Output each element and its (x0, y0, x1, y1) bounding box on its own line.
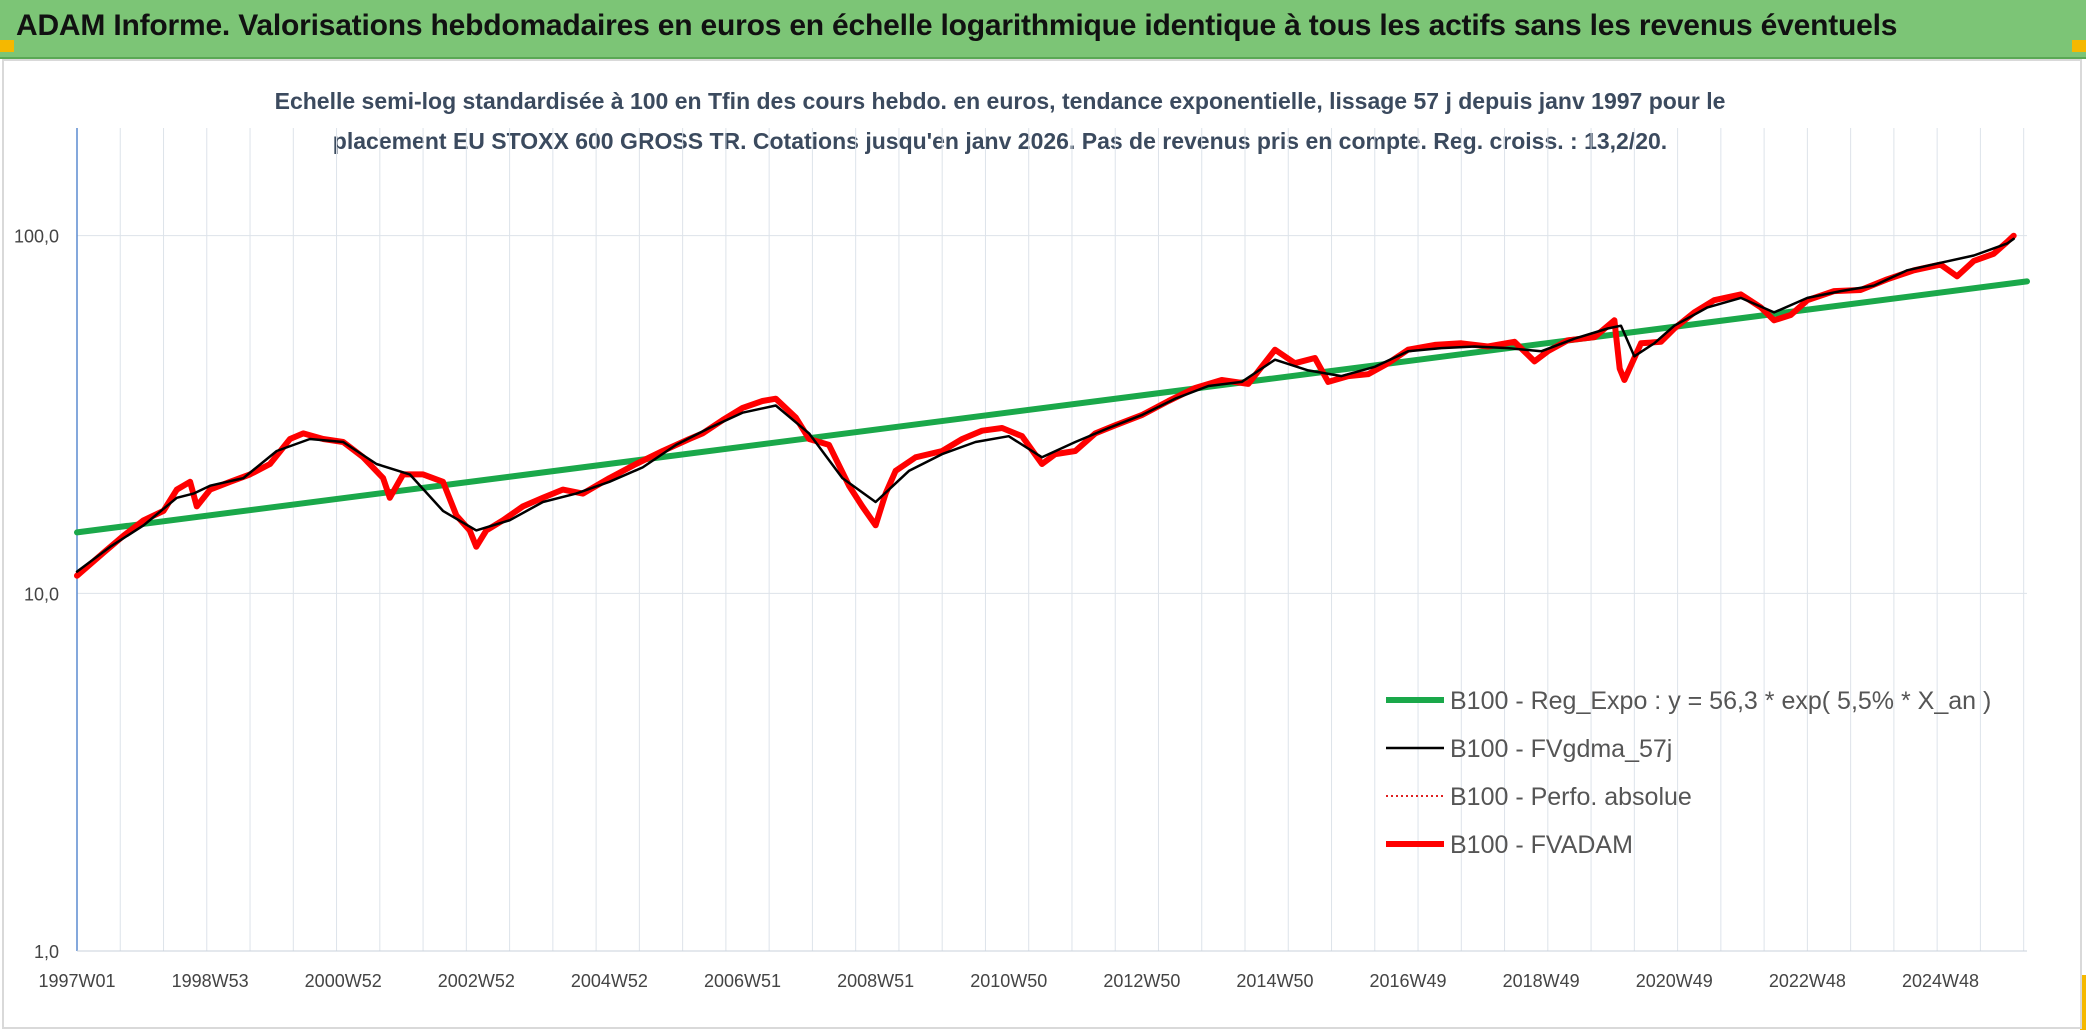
x-tick-label: 2020W49 (1636, 971, 1713, 991)
axis-layer: 1,0 10,0 100,0 1997W01 1998W53 2000W52 2002W52… (14, 128, 2027, 991)
x-tick-label: 2004W52 (571, 971, 648, 991)
corner-mark-top-left (0, 40, 14, 52)
x-tick-label: 2000W52 (305, 971, 382, 991)
x-tick-label: 2018W49 (1503, 971, 1580, 991)
y-tick-label: 10,0 (24, 584, 59, 604)
x-tick-label: 2014W50 (1236, 971, 1313, 991)
x-tick-label: 2008W51 (837, 971, 914, 991)
x-tick-label: 2010W50 (970, 971, 1047, 991)
header-bar: ADAM Informe. Valorisations hebdomadaire… (0, 0, 2086, 59)
legend-label: B100 - FVgdma_57j (1450, 735, 1672, 763)
series-line-0 (74, 278, 2030, 536)
series-layer (74, 232, 2030, 579)
legend-layer: B100 - Reg_Expo : y = 56,3 * exp( 5,5% *… (1386, 687, 1991, 859)
chart-title-line-2: placement EU STOXX 600 GROSS TR. Cotatio… (332, 128, 1668, 154)
x-tick-label: 2002W52 (438, 971, 515, 991)
corner-mark-top-right (2072, 40, 2086, 52)
y-tick-label: 100,0 (14, 227, 59, 247)
report-title: ADAM Informe. Valorisations hebdomadaire… (16, 9, 1898, 42)
x-tick-label: 2012W50 (1103, 971, 1180, 991)
x-tick-label: 1998W53 (172, 971, 249, 991)
x-tick-label: 2016W49 (1370, 971, 1447, 991)
corner-mark-bottom-right (2080, 975, 2086, 1030)
legend-label: B100 - Perfo. absolue (1450, 783, 1692, 811)
series-line-1 (75, 237, 2015, 573)
x-tick-label: 1997W01 (38, 971, 115, 991)
y-tick-label: 1,0 (34, 942, 59, 962)
x-tick-label: 2006W51 (704, 971, 781, 991)
x-tick-label: 2024W48 (1902, 971, 1979, 991)
legend-label: B100 - FVADAM (1450, 831, 1633, 859)
chart-title-line-1: Echelle semi-log standardisée à 100 en T… (274, 88, 1726, 114)
grid-layer (76, 128, 2027, 952)
chart-frame (2, 59, 2082, 1029)
series-line-3 (74, 232, 2017, 579)
legend-label: B100 - Reg_Expo : y = 56,3 * exp( 5,5% *… (1450, 687, 1991, 715)
x-tick-label: 2022W48 (1769, 971, 1846, 991)
